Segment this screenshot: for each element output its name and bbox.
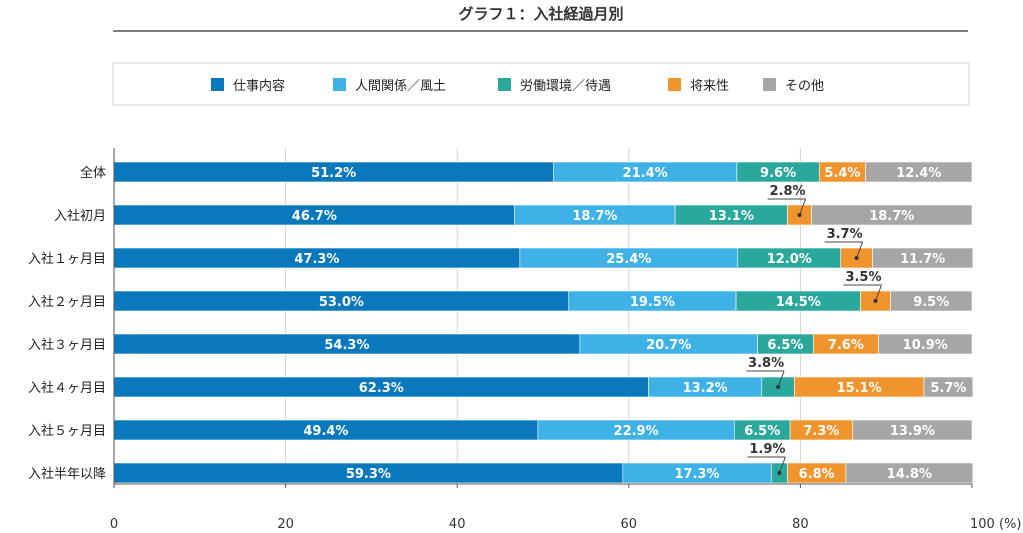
category-label: 入社４ヶ月目 bbox=[28, 380, 106, 396]
legend-box bbox=[112, 62, 970, 106]
value-label: 46.7% bbox=[292, 209, 337, 224]
bar-segment bbox=[878, 333, 973, 355]
leader-dot bbox=[854, 256, 859, 260]
leader-dot bbox=[776, 385, 781, 389]
value-label: 53.0% bbox=[319, 295, 364, 310]
x-tick-label: 60 bbox=[621, 517, 638, 532]
bar-segment bbox=[890, 290, 973, 312]
value-label: 18.7% bbox=[572, 209, 617, 224]
value-label: 59.3% bbox=[346, 467, 391, 482]
legend: 仕事内容 人間関係／風土 労働環境／待遇 将来性 その他 bbox=[211, 78, 824, 94]
value-label: 62.3% bbox=[359, 381, 404, 396]
value-label: 13.1% bbox=[709, 209, 754, 224]
x-axis: 0 20 40 60 80 100 (%) bbox=[110, 148, 1021, 532]
x-tick-label: 20 bbox=[277, 517, 294, 532]
legend-label: 労働環境／待遇 bbox=[520, 79, 611, 94]
value-label: 11.7% bbox=[900, 252, 945, 267]
value-label: 15.1% bbox=[837, 381, 882, 396]
value-label: 3.7% bbox=[827, 227, 863, 242]
legend-swatch bbox=[333, 78, 346, 91]
category-label: 入社５ヶ月目 bbox=[28, 423, 106, 439]
value-label: 22.9% bbox=[614, 424, 659, 439]
legend-swatch bbox=[211, 78, 224, 91]
leader-dot bbox=[777, 471, 782, 475]
value-label: 54.3% bbox=[324, 338, 369, 353]
value-label: 51.2% bbox=[311, 166, 356, 181]
value-labels: 51.2% 21.4% 9.6% 5.4% 12.4% 46.7% 18.7% 13.1% 2.… bbox=[292, 166, 967, 482]
x-tick-label: 100 (%) bbox=[970, 517, 1021, 532]
legend-label: 人間関係／風土 bbox=[355, 79, 446, 94]
value-label: 2.8% bbox=[770, 184, 806, 199]
leader-line bbox=[777, 370, 785, 388]
category-label: 入社半年以降 bbox=[28, 466, 106, 482]
category-label: 入社初月 bbox=[54, 208, 106, 224]
leader-line bbox=[875, 284, 882, 302]
category-label: 入社１ヶ月目 bbox=[28, 251, 106, 267]
value-label: 25.4% bbox=[606, 252, 651, 267]
value-label: 49.4% bbox=[303, 424, 348, 439]
legend-label: 将来性 bbox=[690, 79, 729, 94]
leader-line bbox=[856, 241, 864, 259]
x-tick-label: 80 bbox=[792, 517, 809, 532]
bar-segment bbox=[852, 419, 973, 441]
x-tick-label: 0 bbox=[110, 517, 118, 532]
category-label: 入社２ヶ月目 bbox=[28, 294, 106, 310]
x-tick-label: 40 bbox=[449, 517, 466, 532]
bars bbox=[113, 161, 974, 484]
value-label: 5.7% bbox=[930, 381, 966, 396]
category-label: 全体 bbox=[80, 165, 106, 181]
value-label: 13.9% bbox=[890, 424, 935, 439]
value-label: 5.4% bbox=[824, 166, 860, 181]
leader-line bbox=[778, 456, 786, 474]
value-label: 6.8% bbox=[799, 467, 835, 482]
value-label: 12.0% bbox=[767, 252, 812, 267]
bar-segment bbox=[923, 376, 974, 398]
value-label: 20.7% bbox=[646, 338, 691, 353]
value-label: 14.8% bbox=[887, 467, 932, 482]
value-label: 9.6% bbox=[760, 166, 796, 181]
value-label: 12.4% bbox=[896, 166, 941, 181]
value-label: 18.7% bbox=[869, 209, 914, 224]
chart-title: グラフ１：入社経過月別 bbox=[458, 5, 623, 23]
value-label: 9.5% bbox=[913, 295, 949, 310]
value-label: 1.9% bbox=[749, 442, 785, 457]
legend-label: 仕事内容 bbox=[233, 78, 285, 94]
leader-dot bbox=[873, 299, 878, 303]
legend-swatch bbox=[668, 78, 681, 91]
value-label: 6.5% bbox=[767, 338, 803, 353]
value-label: 13.2% bbox=[683, 381, 728, 396]
value-label: 3.8% bbox=[748, 356, 784, 371]
bar-segment bbox=[872, 247, 974, 269]
value-label: 19.5% bbox=[630, 295, 675, 310]
value-label: 3.5% bbox=[845, 270, 881, 285]
bar-segment bbox=[845, 462, 974, 484]
value-label: 14.5% bbox=[776, 295, 821, 310]
legend-swatch bbox=[498, 78, 511, 91]
value-label: 7.3% bbox=[803, 424, 839, 439]
legend-label: その他 bbox=[785, 79, 824, 94]
category-label: 入社３ヶ月目 bbox=[28, 337, 106, 353]
legend-swatch bbox=[763, 78, 776, 91]
value-label: 17.3% bbox=[674, 467, 719, 482]
value-label: 21.4% bbox=[623, 166, 668, 181]
value-label: 47.3% bbox=[294, 252, 339, 267]
leader-line bbox=[799, 198, 807, 216]
leader-dot bbox=[797, 213, 802, 217]
value-label: 7.6% bbox=[828, 338, 864, 353]
bar-segment bbox=[811, 204, 973, 226]
category-labels: 全体入社初月入社１ヶ月目入社２ヶ月目入社３ヶ月目入社４ヶ月目入社５ヶ月目入社半年… bbox=[28, 165, 106, 482]
value-label: 10.9% bbox=[903, 338, 948, 353]
value-label: 6.5% bbox=[744, 424, 780, 439]
bar-segment bbox=[865, 161, 973, 183]
